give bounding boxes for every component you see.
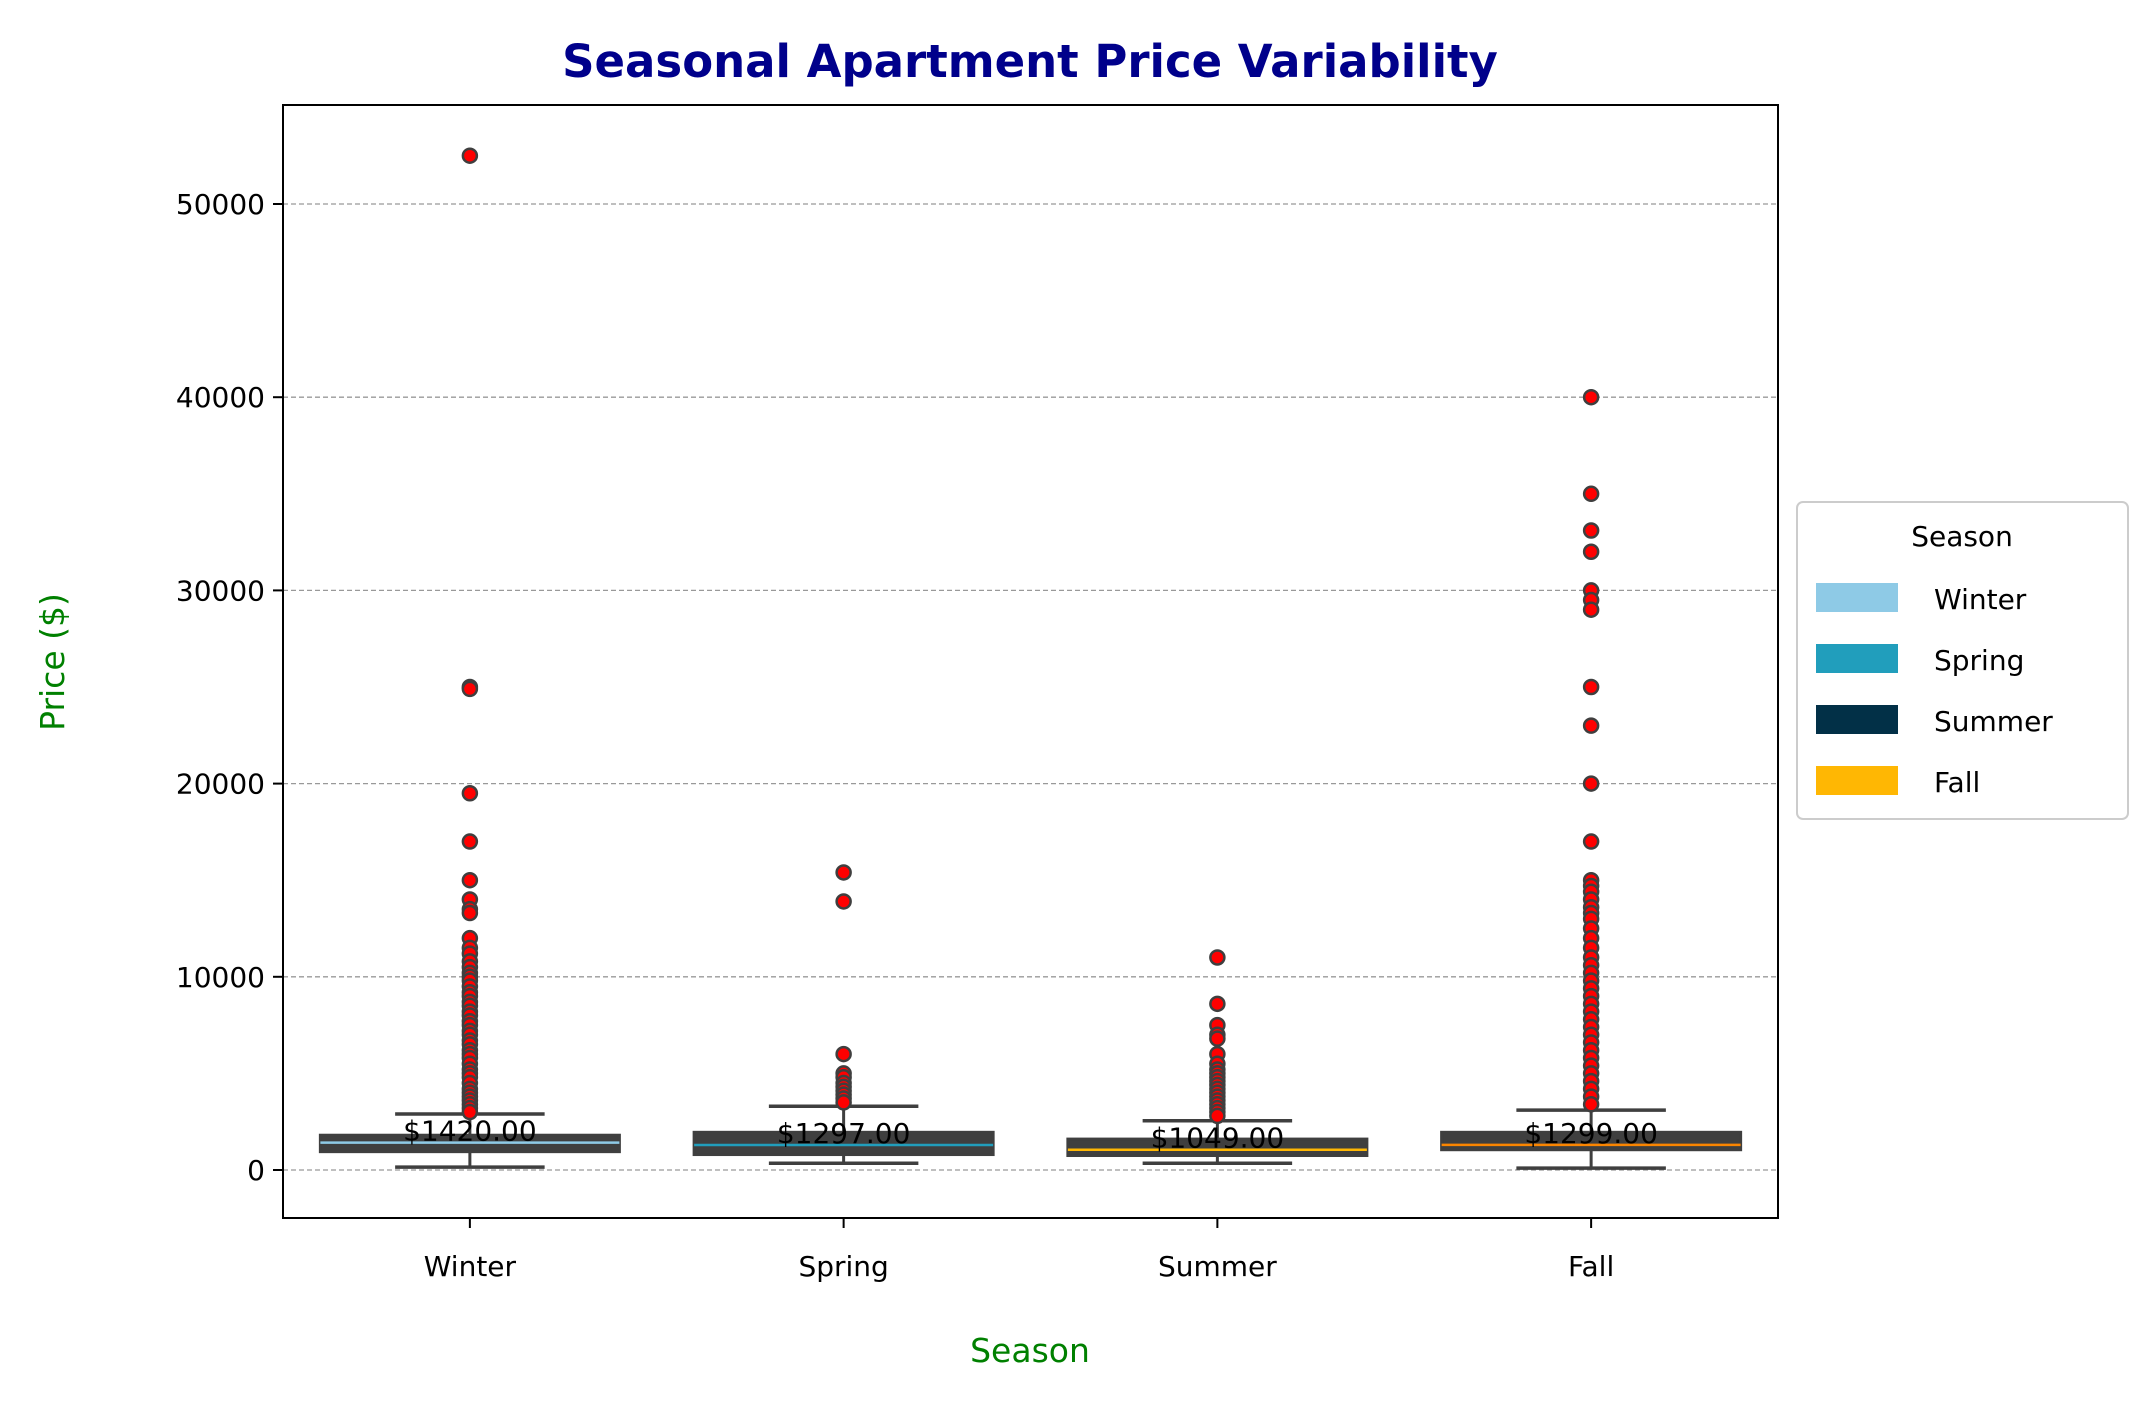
legend-swatch — [1816, 644, 1898, 673]
boxes-layer: $1420.00 $1297.00 $1049.00 $1299.00 — [318, 147, 1743, 1170]
x-axis-label: Season — [970, 1331, 1090, 1370]
outlier-point — [1582, 678, 1600, 696]
legend-label: Fall — [1934, 766, 1980, 799]
outlier-point — [1582, 543, 1600, 561]
box-group: $1420.00 — [318, 147, 621, 1169]
outlier-point — [1582, 775, 1600, 792]
outlier-point — [835, 1045, 852, 1063]
y-tick-label: 0 — [247, 1154, 265, 1187]
outlier-point — [1209, 1107, 1226, 1125]
y-axis-label: Price ($) — [33, 593, 72, 731]
y-tick-label: 30000 — [176, 574, 265, 607]
x-tick-label: Summer — [1158, 1250, 1277, 1283]
x-axis-ticks: Winter Spring Summer Fall — [424, 1218, 1614, 1283]
legend-swatch — [1816, 766, 1898, 795]
y-grid-lines — [283, 203, 1778, 1171]
legend-label: Spring — [1934, 644, 2024, 677]
median-label: $1297.00 — [777, 1117, 911, 1150]
legend: Season Winter Spring Summer Fall — [1796, 501, 2129, 820]
x-tick-label: Spring — [798, 1250, 888, 1283]
y-tick-label: 10000 — [176, 961, 265, 994]
legend-label: Winter — [1934, 583, 2027, 616]
outlier-point — [461, 785, 479, 802]
outlier-point — [1582, 1096, 1600, 1113]
outlier-point — [461, 833, 479, 850]
outlier-point — [1209, 949, 1226, 966]
legend-title: Season — [1911, 520, 2013, 553]
outlier-point — [835, 1094, 852, 1111]
outlier-point — [835, 893, 852, 910]
box-body — [692, 1130, 995, 1157]
legend-swatch — [1816, 705, 1898, 734]
outlier-point — [1582, 717, 1600, 734]
outlier-point — [1209, 995, 1226, 1013]
y-tick-label: 50000 — [176, 188, 265, 221]
outlier-point — [461, 680, 479, 698]
box-group: $1299.00 — [1440, 388, 1743, 1170]
median-label: $1299.00 — [1524, 1117, 1658, 1150]
legend-swatch — [1816, 583, 1898, 612]
outlier-point — [1582, 522, 1600, 539]
x-tick-label: Winter — [424, 1250, 517, 1283]
y-tick-label: 40000 — [176, 381, 265, 414]
outlier-point — [1582, 601, 1600, 618]
outlier-point — [461, 871, 479, 889]
outlier-point — [1582, 485, 1600, 503]
median-label: $1420.00 — [403, 1115, 537, 1148]
chart-title: Seasonal Apartment Price Variability — [562, 35, 1498, 88]
outlier-point — [1209, 1030, 1226, 1047]
box-group: $1049.00 — [1066, 949, 1369, 1165]
outlier-point — [461, 147, 479, 164]
y-tick-label: 20000 — [176, 768, 265, 801]
y-axis-ticks: 0 10000 20000 30000 40000 50000 — [176, 188, 283, 1187]
legend-label: Summer — [1934, 705, 2053, 738]
box-body — [1066, 1137, 1369, 1158]
outlier-point — [1582, 833, 1600, 850]
legend-entries: Winter Spring Summer Fall — [1816, 583, 2053, 799]
outlier-point — [461, 1103, 479, 1121]
legend-frame — [1796, 501, 2129, 820]
plot-area-frame — [282, 104, 1779, 1219]
outlier-point — [835, 864, 852, 881]
box-group: $1297.00 — [692, 864, 995, 1165]
median-label: $1049.00 — [1151, 1122, 1285, 1155]
x-tick-label: Fall — [1568, 1250, 1614, 1283]
outlier-point — [461, 904, 479, 922]
outlier-point — [1582, 388, 1600, 406]
